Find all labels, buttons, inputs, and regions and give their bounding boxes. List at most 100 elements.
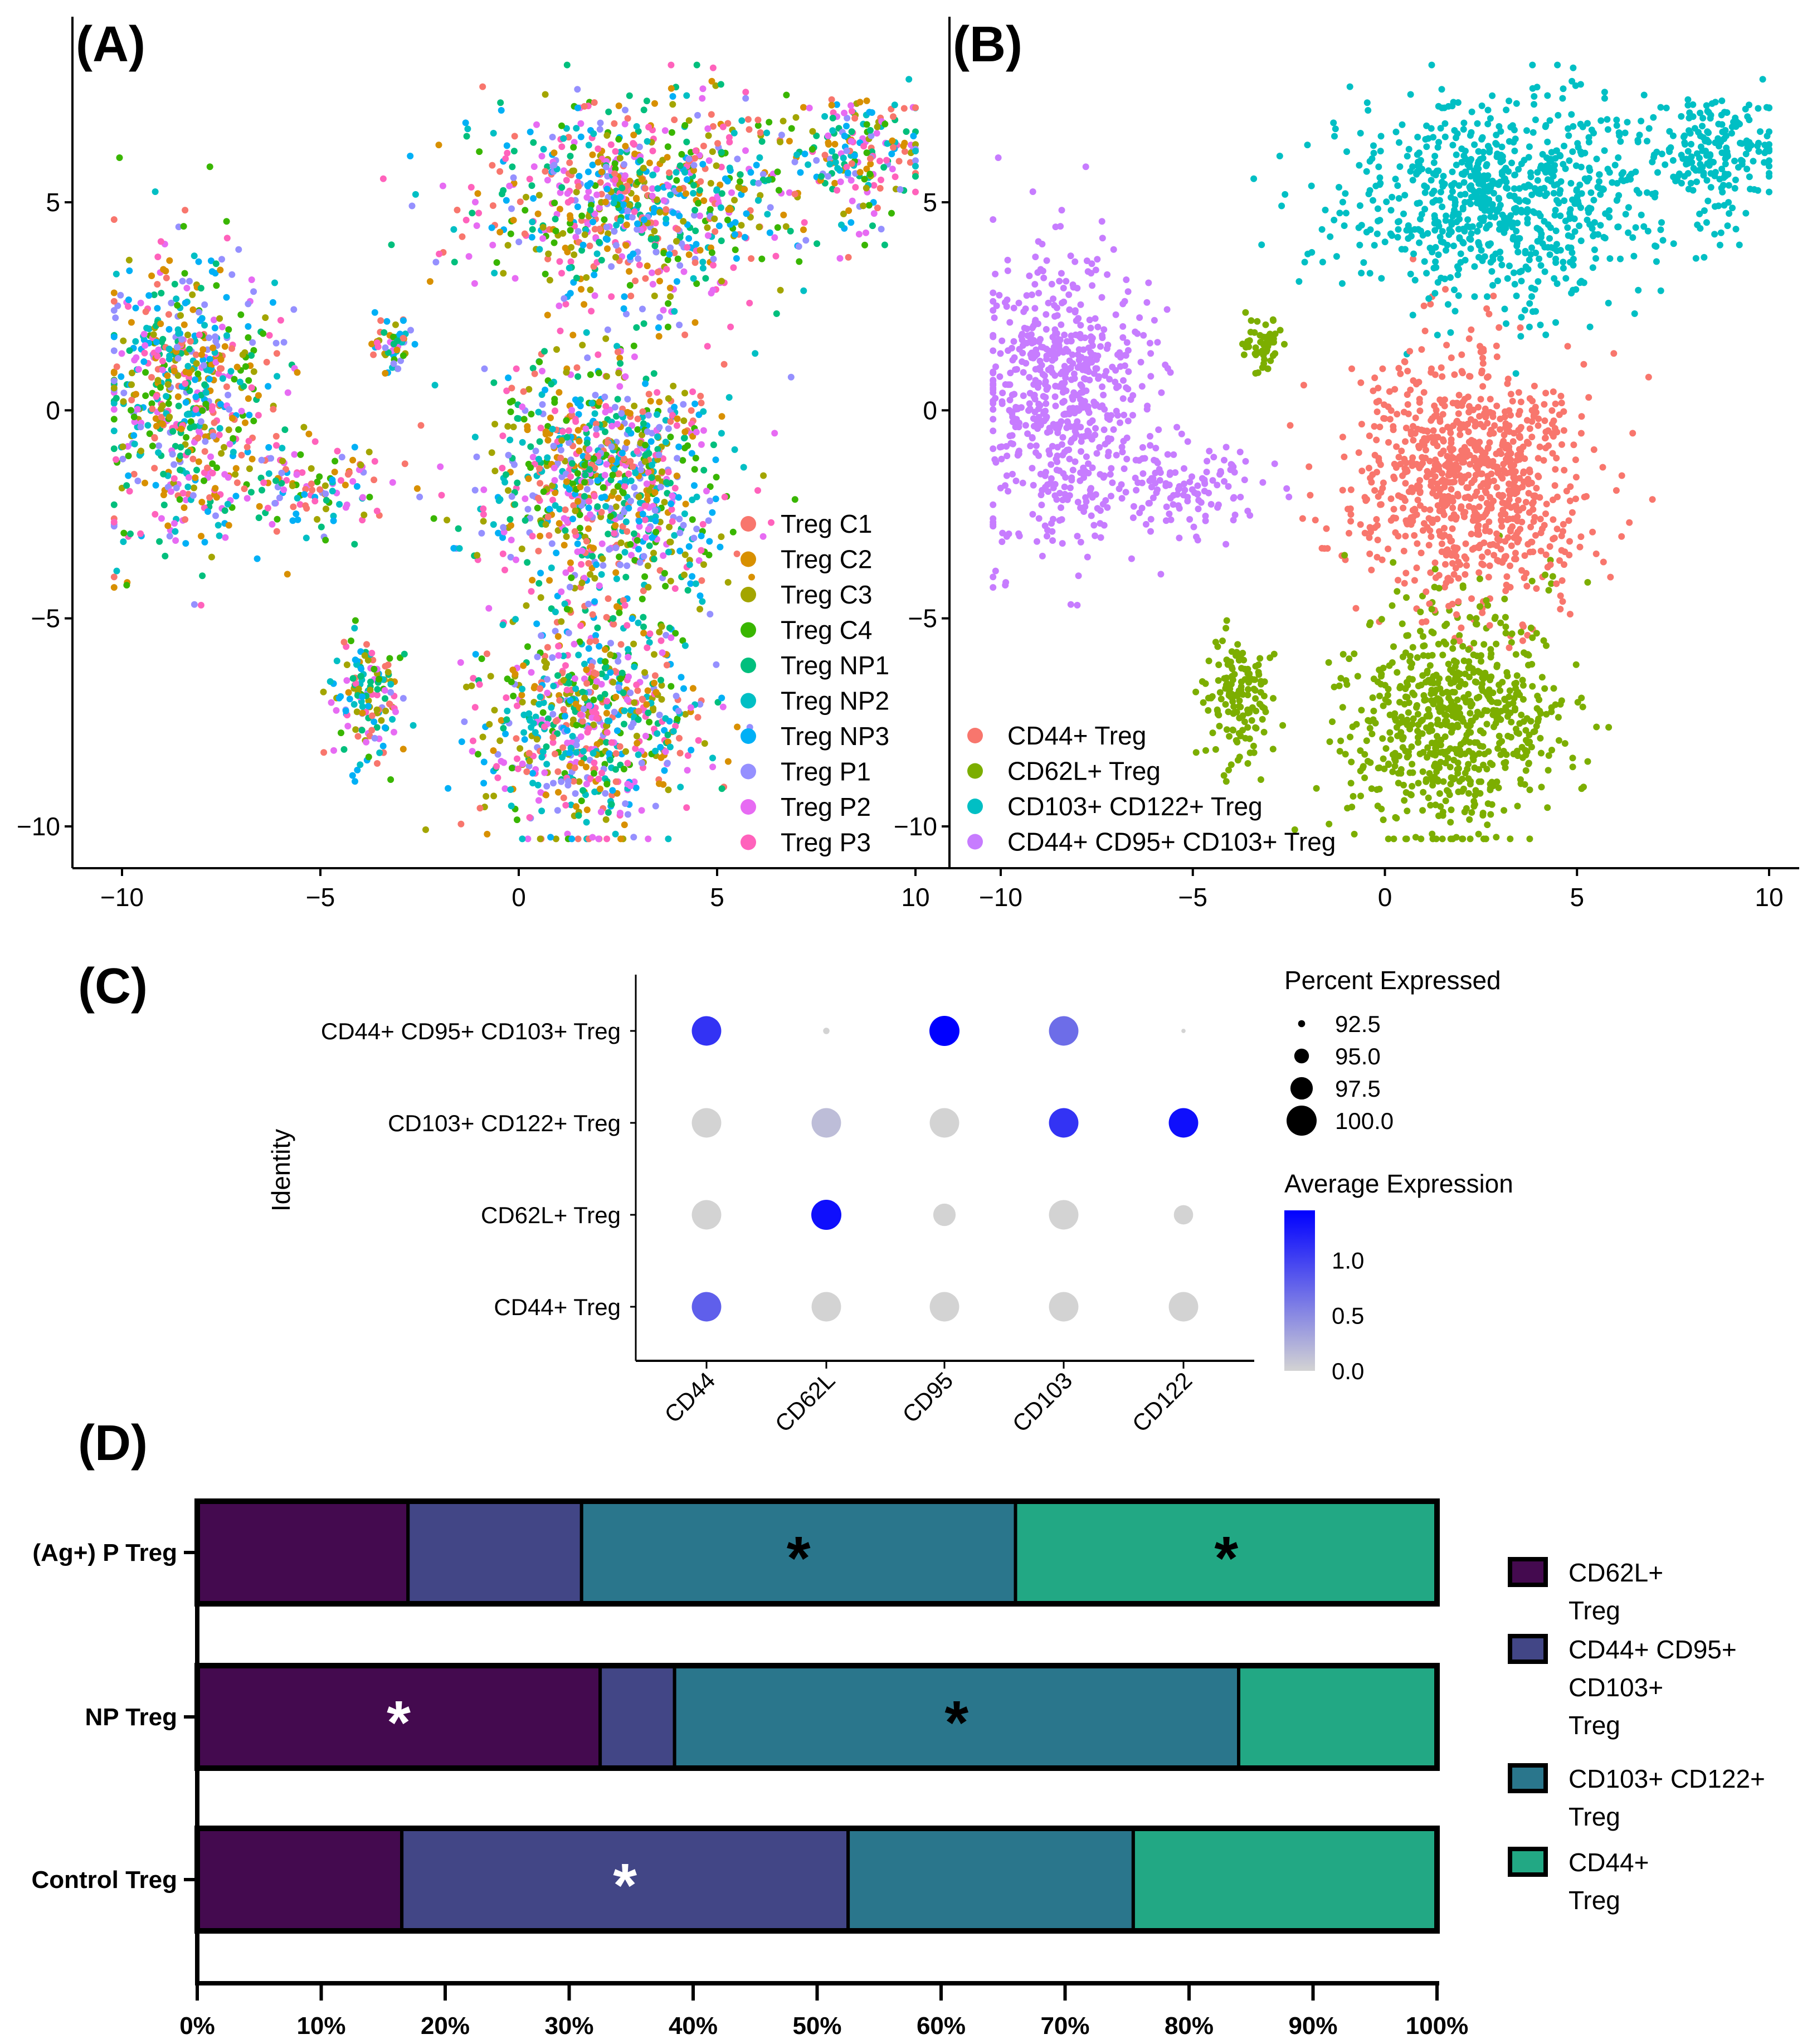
data-point [658,623,665,630]
data-point [541,723,548,731]
data-point [343,677,350,684]
data-point [1546,235,1553,242]
data-point [567,566,574,573]
data-point [674,255,681,262]
data-point [552,489,559,497]
data-point [272,477,279,484]
data-point [603,835,611,843]
data-point [598,256,605,264]
data-point [1271,460,1278,468]
data-point [577,733,584,740]
data-point [685,117,693,124]
data-point [132,304,139,312]
data-point [159,366,166,373]
data-point [671,585,679,592]
data-point [667,293,674,300]
data-point [1482,669,1489,677]
data-point [528,669,535,676]
data-point [623,310,630,318]
data-point [841,109,848,116]
data-point [199,357,207,364]
data-point [611,228,618,235]
data-point [462,216,470,223]
data-point [576,638,583,645]
data-point [250,368,257,375]
data-point [506,436,514,444]
data-point [567,212,573,219]
data-point [213,464,220,471]
data-point [713,186,720,193]
legend-label: Treg NP3 [781,722,889,751]
data-point [451,259,458,266]
data-point [590,130,597,137]
data-point [1270,317,1277,324]
data-point [628,552,635,559]
data-point [612,254,619,261]
data-point [834,187,841,194]
data-point [615,135,622,143]
data-point [1470,640,1478,647]
data-point [589,162,596,168]
data-point [600,562,607,569]
data-point [759,533,767,540]
data-point [707,179,714,187]
data-point [572,700,579,708]
data-point [644,428,651,435]
data-point [708,249,715,256]
data-point [523,193,529,201]
data-point [627,293,635,300]
data-point [996,373,1004,380]
data-point [585,504,592,512]
data-point [1431,153,1439,160]
data-point [164,372,171,379]
data-point [568,835,576,843]
data-point [392,708,399,716]
data-point [576,437,583,445]
data-point [595,351,602,358]
data-point [504,423,512,430]
data-point [634,220,641,227]
data-point [126,488,133,495]
data-point [867,155,874,162]
data-point [641,573,649,580]
data-point [632,784,640,791]
data-point [552,502,559,509]
data-point [666,251,673,258]
data-point [544,513,552,520]
data-point [550,683,557,689]
data-point [712,456,719,464]
data-point [201,381,208,388]
data-point [520,388,527,395]
data-point [457,820,465,828]
data-point [638,760,645,767]
data-point [171,367,178,374]
data-point [329,476,336,484]
data-point [1555,737,1562,744]
data-point [1480,539,1488,546]
data-point [357,461,364,469]
data-point [997,350,1004,357]
data-point [651,679,658,687]
data-point [631,699,638,706]
data-point [664,490,671,497]
data-point [602,428,608,435]
data-point [373,706,381,713]
data-point [576,778,583,785]
data-point [166,413,173,421]
data-point [206,356,213,363]
data-point [549,134,556,140]
data-point [499,550,506,557]
data-point [500,524,507,531]
data-point [544,437,552,444]
data-point [1489,92,1496,99]
data-point [154,377,162,384]
data-point [1380,755,1387,762]
data-point [629,463,636,470]
data-point [163,274,170,281]
data-point [489,202,496,209]
data-point [611,176,618,183]
data-point [507,230,514,237]
data-point [1662,161,1669,168]
